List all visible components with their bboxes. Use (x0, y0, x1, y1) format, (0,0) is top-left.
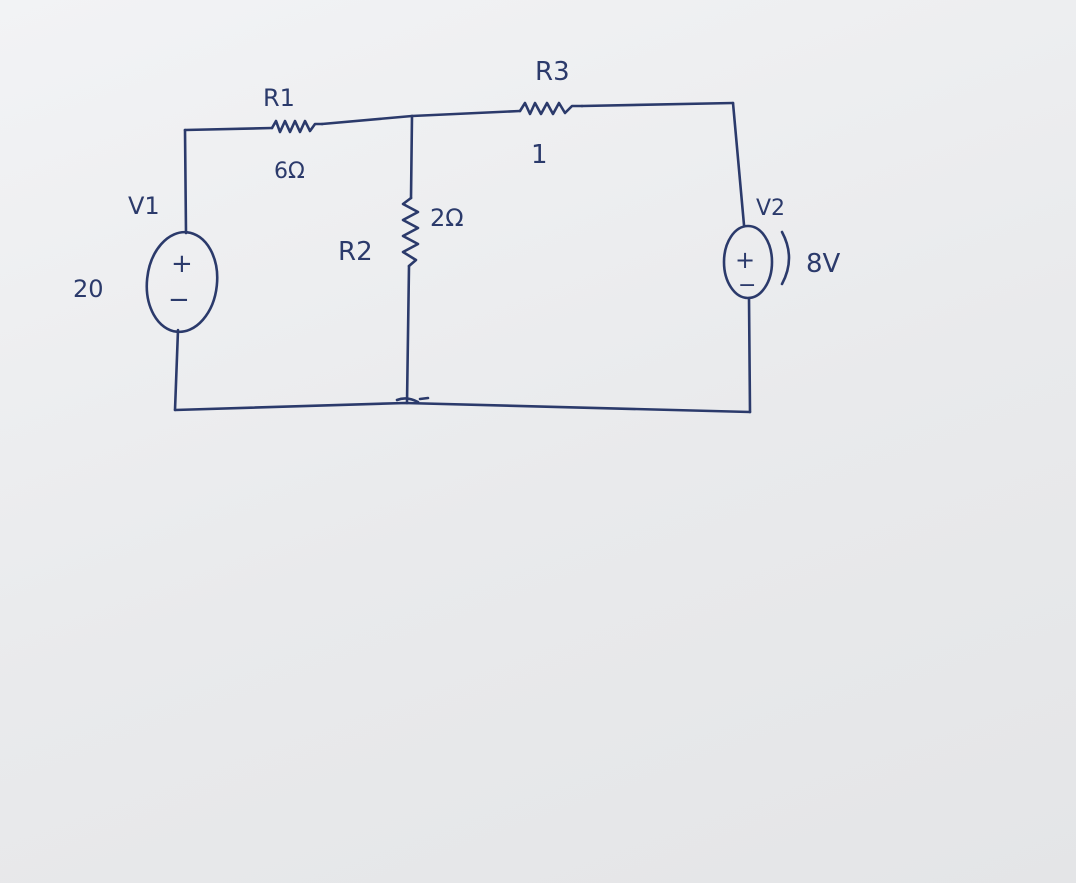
v2-name-label: V2 (756, 196, 785, 221)
r2-name-label: R2 (338, 237, 373, 267)
v2-plus-sign: + (735, 246, 755, 274)
v2-arc (780, 230, 791, 286)
junction-mark (395, 396, 430, 404)
v1-minus-sign: − (168, 285, 190, 315)
v1-plus-sign: + (171, 249, 193, 279)
v2-value-label: 8V (806, 249, 841, 279)
r2-value-label: 2Ω (430, 204, 464, 232)
wire-right-top (731, 101, 746, 227)
v2-source-symbol (722, 224, 774, 300)
wire-bottom (173, 401, 752, 414)
r3-resistor-symbol (518, 101, 584, 116)
wires (173, 101, 752, 414)
r1-value-label: 6Ω (274, 159, 305, 184)
wire-r1-junction (320, 114, 414, 126)
v1-name-label: V1 (128, 192, 160, 220)
r2-resistor-symbol (401, 196, 420, 268)
wire-left-bottom (173, 328, 180, 412)
wire-mid-bottom (405, 264, 411, 405)
wire-left-top (183, 128, 188, 235)
wire-junction-r3 (410, 109, 522, 118)
wire-mid-top (409, 114, 414, 200)
r3-value-label: 1 (531, 140, 548, 170)
wire-r3-right (580, 101, 735, 108)
r1-name-label: R1 (263, 84, 295, 112)
v1-value-label: 20 (73, 275, 104, 303)
wire-top-left (183, 126, 274, 132)
v1-source-symbol (145, 230, 219, 334)
v2-minus-sign: − (738, 273, 756, 298)
wire-right-bottom (747, 296, 752, 414)
r3-name-label: R3 (535, 57, 570, 87)
r1-resistor-symbol (270, 119, 324, 134)
